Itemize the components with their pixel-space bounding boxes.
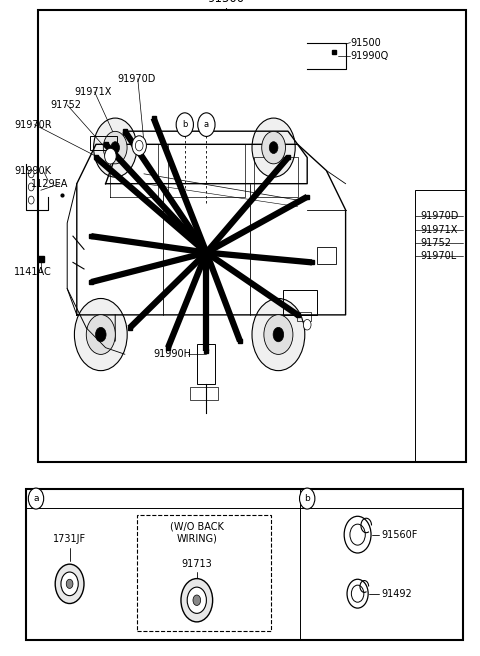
Bar: [415, 190, 466, 462]
Circle shape: [269, 142, 278, 154]
Circle shape: [132, 136, 146, 155]
Circle shape: [187, 587, 206, 613]
Circle shape: [273, 327, 284, 342]
Text: 91970R: 91970R: [14, 119, 52, 130]
Text: 91752: 91752: [50, 100, 82, 110]
Circle shape: [28, 488, 44, 509]
Bar: [26, 489, 463, 640]
Circle shape: [198, 113, 215, 136]
Text: a: a: [33, 494, 39, 503]
Bar: [90, 136, 117, 150]
Text: 1731JF: 1731JF: [53, 535, 86, 544]
Text: 91971X: 91971X: [74, 87, 112, 97]
Circle shape: [181, 579, 213, 622]
Text: 91990H: 91990H: [154, 349, 192, 359]
Text: 1129EA: 1129EA: [31, 178, 69, 189]
Circle shape: [28, 170, 34, 178]
Circle shape: [351, 585, 364, 602]
Circle shape: [66, 579, 73, 588]
Circle shape: [55, 564, 84, 604]
Circle shape: [344, 516, 371, 553]
Circle shape: [350, 524, 365, 545]
Bar: [190, 387, 218, 400]
Circle shape: [264, 315, 293, 354]
Text: 91990Q: 91990Q: [350, 51, 389, 61]
Text: 91713: 91713: [181, 559, 212, 569]
Circle shape: [193, 595, 201, 605]
Text: 91990K: 91990K: [14, 165, 51, 176]
Circle shape: [74, 298, 127, 371]
Text: 91970L: 91970L: [420, 251, 456, 261]
Text: 91492: 91492: [382, 588, 412, 599]
Circle shape: [103, 131, 127, 164]
Circle shape: [252, 298, 305, 371]
Text: a: a: [204, 120, 209, 129]
Circle shape: [252, 118, 295, 177]
Circle shape: [300, 488, 315, 509]
Circle shape: [176, 113, 193, 136]
Bar: [38, 10, 466, 462]
Circle shape: [86, 315, 115, 354]
Text: 91500: 91500: [350, 37, 381, 48]
Text: b: b: [182, 120, 188, 129]
Circle shape: [105, 148, 116, 164]
Bar: [317, 247, 336, 264]
Text: 91752: 91752: [420, 237, 451, 248]
Text: 91971X: 91971X: [420, 224, 457, 235]
Circle shape: [347, 579, 368, 608]
Text: 1141AC: 1141AC: [14, 267, 52, 277]
Bar: [297, 312, 311, 321]
Text: (W/O BACK
WIRING): (W/O BACK WIRING): [170, 522, 224, 543]
Text: 91560F: 91560F: [382, 529, 418, 540]
Bar: [137, 515, 271, 631]
Circle shape: [96, 327, 106, 342]
Circle shape: [135, 140, 143, 151]
Circle shape: [61, 572, 78, 596]
Circle shape: [28, 196, 34, 204]
Bar: [197, 344, 215, 384]
Circle shape: [111, 142, 120, 154]
Circle shape: [262, 131, 286, 164]
Text: 91970D: 91970D: [420, 211, 458, 222]
Circle shape: [28, 183, 34, 191]
Text: 91500: 91500: [207, 0, 244, 5]
Text: b: b: [304, 494, 310, 503]
Bar: [283, 290, 317, 315]
Circle shape: [94, 118, 137, 177]
Text: 91970D: 91970D: [118, 73, 156, 84]
Circle shape: [303, 319, 311, 330]
